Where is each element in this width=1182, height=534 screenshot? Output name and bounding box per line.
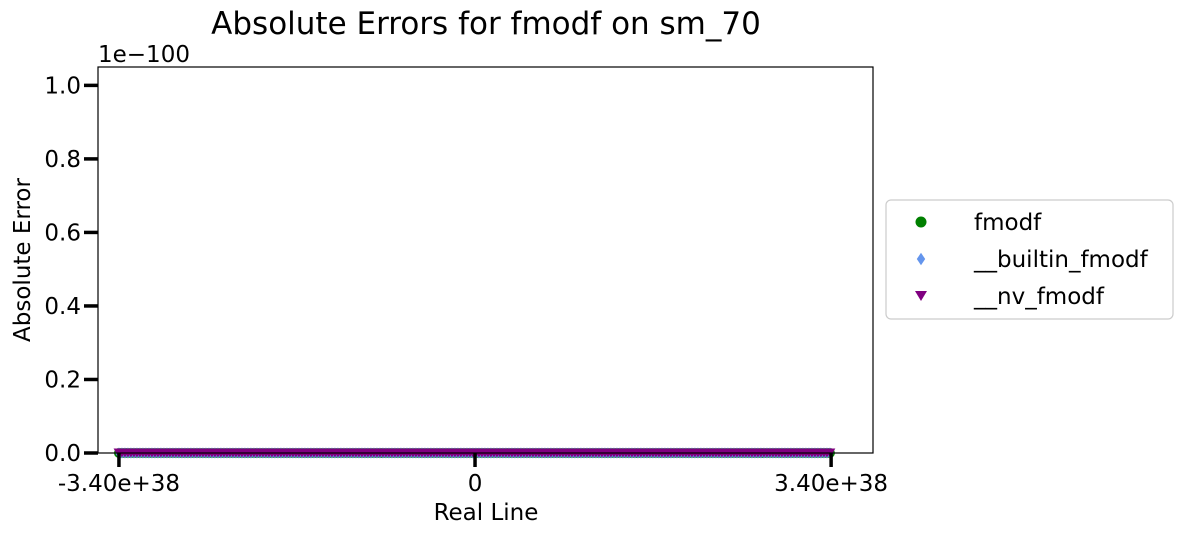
y-axis: 0.0 0.2 0.4 0.6 0.8 1.0 <box>44 73 98 467</box>
y-tick-label: 0.8 <box>44 147 81 173</box>
legend-label: __builtin_fmodf <box>973 247 1149 273</box>
x-axis: -3.40e+38 0 3.40e+38 <box>58 453 888 497</box>
x-axis-label: Real Line <box>434 500 539 526</box>
y-tick-label: 0.6 <box>44 220 81 246</box>
plot-frame <box>97 66 874 454</box>
chart-title: Absolute Errors for fmodf on sm_70 <box>211 6 761 42</box>
legend-marker <box>915 216 927 228</box>
legend-marker <box>915 291 927 301</box>
x-tick-label: -3.40e+38 <box>58 471 180 497</box>
legend: fmodf __builtin_fmodf __nv_fmodf <box>885 199 1174 320</box>
y-tick-label: 0.4 <box>44 294 81 320</box>
y-tick-label: 1.0 <box>44 73 81 99</box>
legend-item: __builtin_fmodf <box>916 247 1149 273</box>
legend-label: __nv_fmodf <box>973 284 1105 310</box>
x-tick-label: 3.40e+38 <box>774 471 888 497</box>
y-tick-label: 0.2 <box>44 367 81 393</box>
y-axis-offset-label: 1e−100 <box>98 42 190 68</box>
legend-item: fmodf <box>915 210 1042 236</box>
y-tick-label: 0.0 <box>44 441 81 467</box>
legend-marker <box>916 252 926 266</box>
legend-item: __nv_fmodf <box>915 284 1105 310</box>
y-axis-label: Absolute Error <box>10 178 36 342</box>
legend-label: fmodf <box>974 210 1042 236</box>
x-tick-label: 0 <box>468 471 483 497</box>
legend-box <box>885 199 1174 320</box>
